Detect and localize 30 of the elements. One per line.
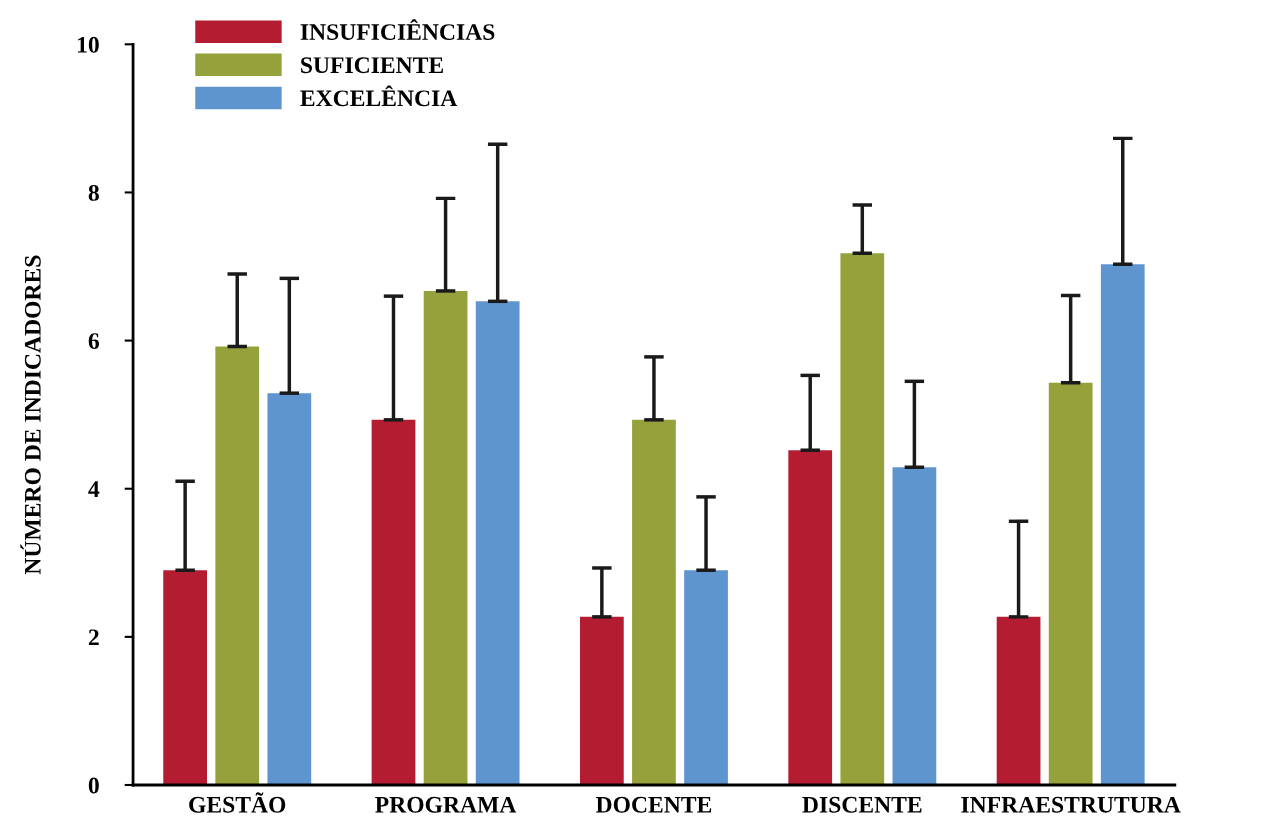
- x-tick-label: INFRAESTRUTURA: [961, 796, 1181, 813]
- bar: [371, 419, 416, 785]
- x-tick-label: DOCENTE: [595, 796, 712, 813]
- bar: [163, 570, 208, 785]
- bar: [475, 301, 520, 785]
- bar: [684, 570, 728, 785]
- legend-label: EXCELÊNCIA: [300, 85, 458, 107]
- bar: [892, 467, 937, 785]
- bar: [267, 393, 312, 785]
- bar: [1100, 264, 1145, 785]
- x-tick-label: DISCENTE: [802, 796, 922, 813]
- bar: [996, 616, 1041, 785]
- legend-label: SUFICIENTE: [301, 57, 443, 74]
- x-tick-label: GESTÃO: [189, 792, 286, 813]
- bar: [1048, 382, 1093, 785]
- bar: [423, 290, 468, 785]
- y-tick-label: 0: [88, 777, 99, 794]
- x-tick-label: PROGRAMA: [375, 796, 517, 813]
- bar: [215, 346, 260, 785]
- bar: [788, 450, 833, 785]
- y-tick-label: 2: [88, 629, 99, 646]
- legend-label: INSUFICIÊNCIAS: [300, 19, 495, 40]
- y-tick-label: 10: [78, 36, 99, 53]
- y-tick-label: 6: [88, 333, 100, 350]
- bar: [579, 616, 624, 785]
- y-tick-label: 4: [88, 481, 100, 497]
- bar: [840, 253, 885, 785]
- bar: [632, 419, 676, 785]
- y-tick-label: 8: [88, 184, 99, 201]
- y-axis-title: NÚMERO DE INDICADORES: [20, 255, 41, 575]
